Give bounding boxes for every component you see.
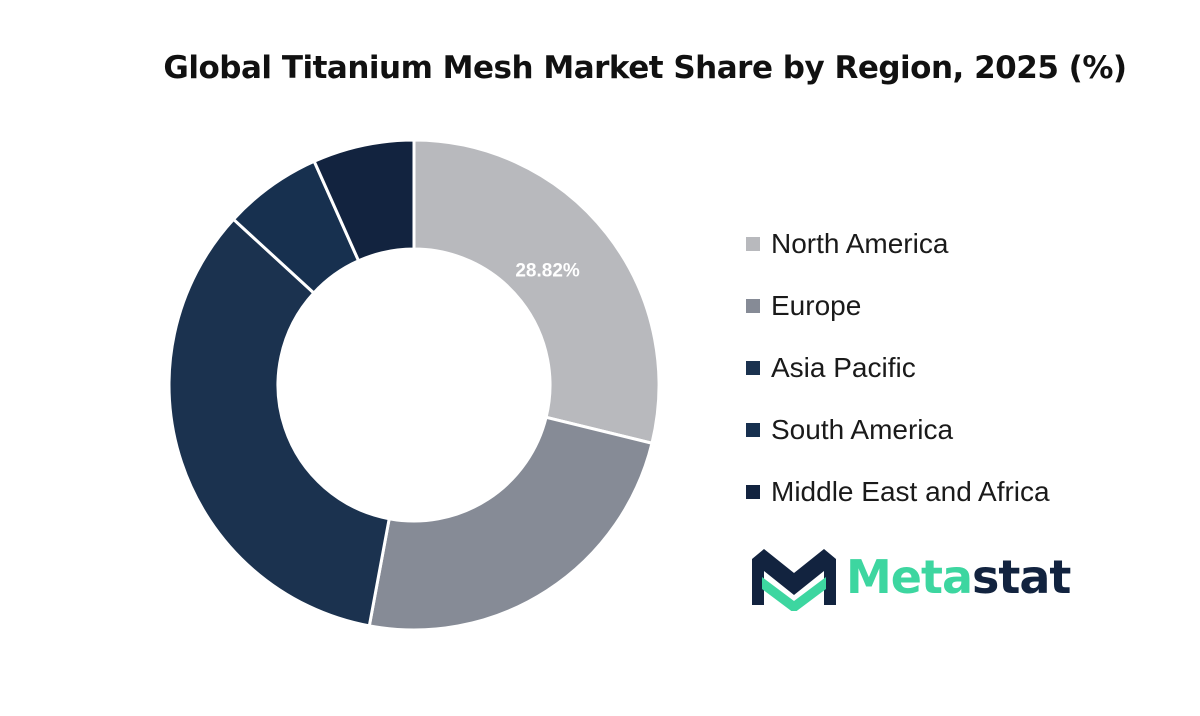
legend-swatch: [746, 485, 760, 499]
brand-name: Metastat: [846, 550, 1071, 604]
donut-slice-middle-east-and-africa: [312, 138, 416, 263]
donut-slice-north-america: [412, 138, 661, 446]
donut-slice-asia-pacific: [167, 217, 391, 628]
legend-item: Asia Pacific: [746, 337, 1050, 399]
legend-label: South America: [771, 414, 954, 445]
legend-item: North America: [746, 213, 1050, 275]
legend-label: Europe: [771, 290, 862, 321]
chart-legend: North America Europe Asia Pacific South Ame…: [746, 213, 1050, 523]
brand-logo: Metastat: [752, 543, 1071, 611]
legend-item: Middle East and Africa: [746, 461, 1050, 523]
brand-name-part2: stat: [972, 550, 1071, 604]
legend-item: South America: [746, 399, 1050, 461]
legend-label: North America: [771, 228, 949, 259]
brand-name-part1: Meta: [846, 550, 973, 604]
donut-data-label: 28.82%: [515, 261, 580, 282]
legend-item: Europe: [746, 275, 1050, 337]
chart-title: Global Titanium Mesh Market Share by Reg…: [163, 50, 1127, 86]
legend-swatch: [746, 361, 760, 375]
donut-slice-europe: [367, 415, 654, 632]
metastat-logo-icon: [752, 549, 836, 611]
legend-label: Asia Pacific: [771, 352, 916, 383]
legend-label: Middle East and Africa: [771, 476, 1050, 507]
legend-swatch: [746, 423, 760, 437]
legend-swatch: [746, 237, 760, 251]
legend-swatch: [746, 299, 760, 313]
